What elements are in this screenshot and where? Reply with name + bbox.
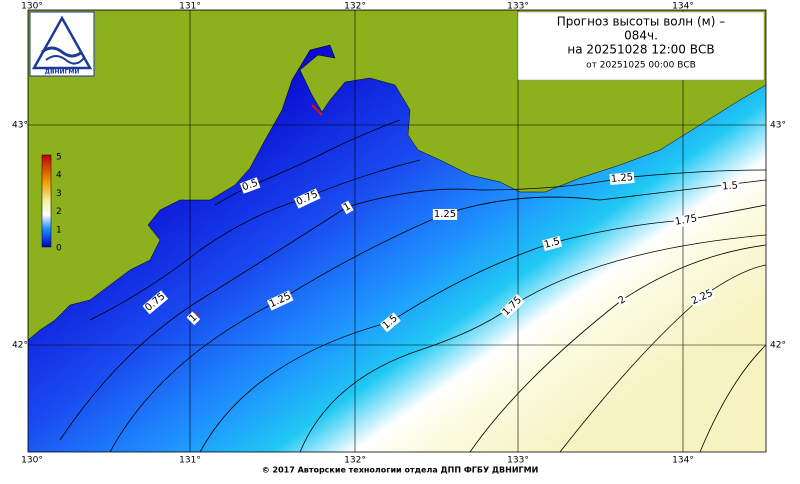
- contour-label-bg: [609, 171, 635, 186]
- colorbar-labels: 5 4 3 2 1 0: [56, 153, 62, 254]
- latitude-label: 43°: [770, 121, 786, 131]
- contour-label: 1.25: [610, 172, 633, 185]
- contour-label-bg: [615, 293, 629, 308]
- contour-label-bg: [432, 209, 458, 220]
- contour-label: 1.75: [674, 213, 698, 228]
- contour-label-bg: [293, 188, 321, 209]
- latitude-label: 43°: [12, 121, 28, 131]
- graticule: [28, 10, 766, 452]
- axis-labels: 130° 130° 131° 131° 132° 132° 133° 133° 134° 134°…: [12, 2, 786, 466]
- contour-label-bg: [239, 177, 261, 194]
- contour-label-bg: [340, 200, 354, 215]
- contour-label: 1.5: [543, 236, 561, 251]
- title-line: на 20251028 12:00 ВСВ: [567, 43, 714, 57]
- footer: © 2017 Авторские технологии отдела ДПП Ф…: [262, 466, 539, 475]
- contour-label-bg: [542, 235, 563, 252]
- contour-label: 2: [617, 294, 629, 307]
- title-box: Прогноз высоты волн (м) – 084ч. на 20251…: [517, 11, 765, 81]
- contour-label-bg: [720, 180, 740, 193]
- contour-label-bg: [379, 312, 401, 333]
- colorbar-label: 3: [56, 189, 62, 199]
- contour-label: 1: [342, 201, 353, 214]
- colorbar-label: 2: [56, 207, 62, 217]
- contour-label: 1.5: [722, 180, 739, 192]
- longitude-label: 133°: [507, 2, 529, 12]
- longitude-label: 132°: [344, 2, 366, 12]
- contour-label-bg: [499, 293, 525, 319]
- longitude-label: 131°: [179, 456, 201, 466]
- longitude-label: 130°: [21, 2, 43, 12]
- title-line: Прогноз высоты волн (м) –: [557, 15, 725, 29]
- contours: [59, 119, 766, 452]
- colorbar-label: 5: [56, 153, 62, 163]
- contour-label: 0.5: [241, 178, 260, 194]
- title-line: 084ч.: [624, 29, 658, 43]
- title-line: от 20251025 00:00 ВСВ: [586, 61, 696, 71]
- longitude-label: 132°: [344, 456, 366, 466]
- logo-text: ДВНИГМИ: [45, 69, 80, 76]
- colorbar: [41, 154, 52, 248]
- longitude-label: 133°: [507, 456, 529, 466]
- longitude-label: 134°: [672, 2, 694, 12]
- contour-label: 1.25: [434, 209, 456, 220]
- contour-label-bg: [186, 311, 201, 326]
- longitude-label: 131°: [179, 2, 201, 12]
- land: [28, 10, 766, 341]
- colorbar-label: 1: [56, 225, 62, 235]
- contour-label-bg: [673, 212, 699, 229]
- map-area: 0.50.75 11.251.251.51.751.50.7511.251.51.…: [28, 10, 766, 452]
- colorbar-label: 4: [56, 171, 62, 181]
- marker: [311, 104, 323, 116]
- longitude-label: 130°: [21, 456, 43, 466]
- latitude-label: 42°: [12, 341, 28, 351]
- contour-label-bg: [142, 290, 169, 315]
- frame: [27, 9, 767, 453]
- colorbar-label: 0: [56, 244, 62, 254]
- longitude-label: 134°: [672, 456, 694, 466]
- contour-label-bg: [688, 287, 716, 308]
- contour-label-bg: [266, 290, 294, 311]
- logo: ДВНИГМИ: [29, 11, 95, 77]
- latitude-label: 42°: [770, 341, 786, 351]
